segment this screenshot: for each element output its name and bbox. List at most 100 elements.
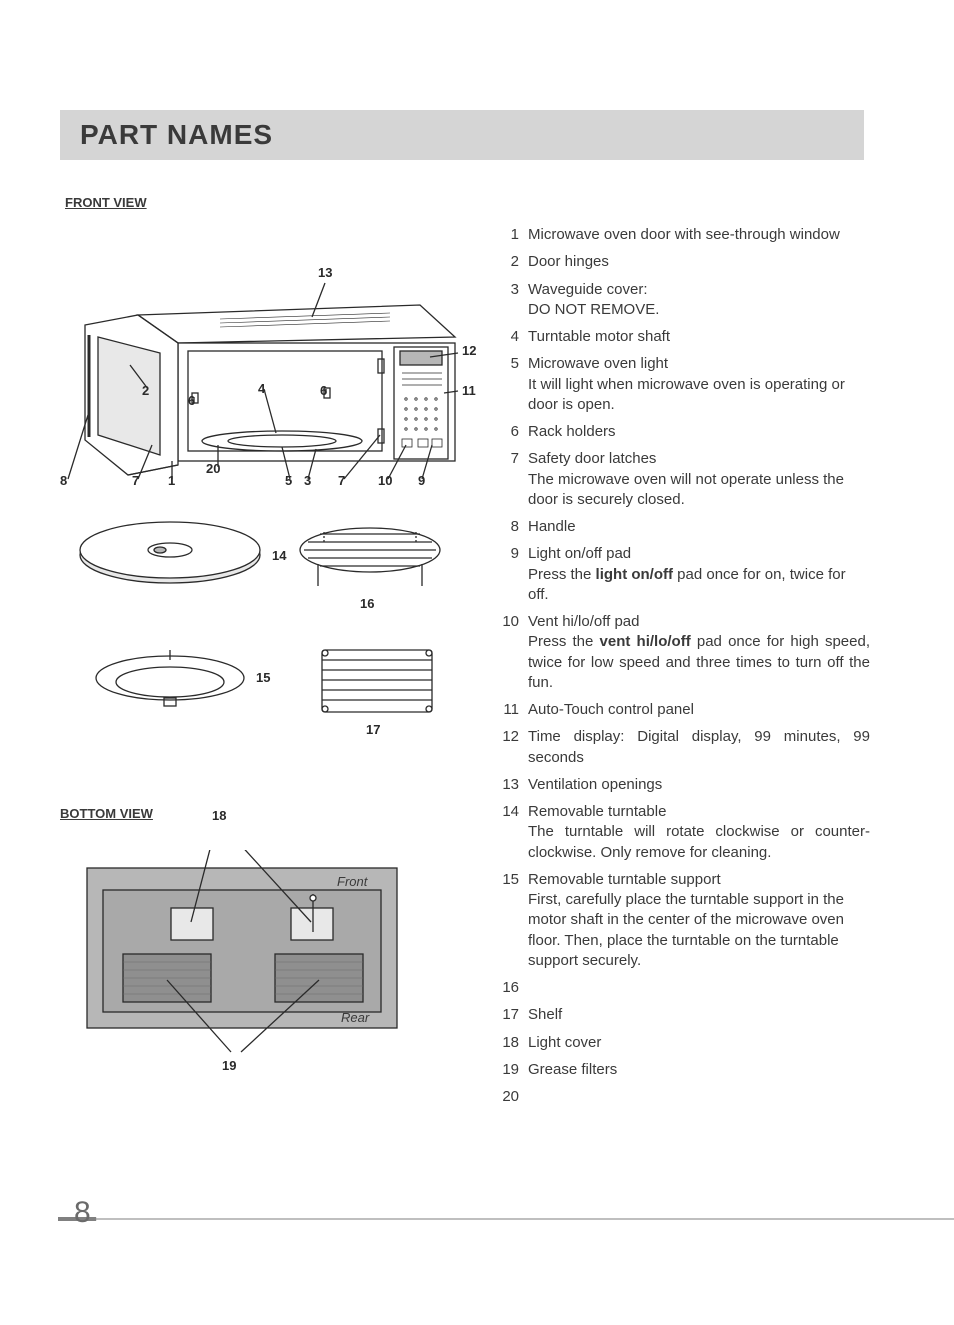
part-title: Door hinges	[528, 253, 609, 270]
part-number: 7	[500, 449, 528, 510]
part-row: 8Handle	[500, 517, 870, 537]
part-title: Microwave oven door with see-through win…	[528, 226, 840, 243]
part-title: Microwave oven light	[528, 355, 668, 372]
part-row: 19Grease filters	[500, 1060, 870, 1080]
callout-10: 10	[378, 473, 392, 488]
part-title: Auto-Touch control panel	[528, 701, 694, 718]
part-title: Light on/off pad	[528, 545, 631, 562]
part-body: Grease filters	[528, 1060, 870, 1080]
callout-15: 15	[256, 670, 270, 685]
part-body	[528, 978, 870, 998]
callout-8: 8	[60, 473, 67, 488]
callout-19: 19	[222, 1058, 236, 1073]
part-body: Light on/off pad Press the light on/off p…	[528, 544, 870, 605]
part-body: Removable turntable support First, carefu…	[528, 870, 870, 971]
callout-13: 13	[318, 265, 332, 280]
callout-16: 16	[360, 596, 374, 611]
part-title: Light cover	[528, 1034, 601, 1051]
part-row: 2Door hinges	[500, 252, 870, 272]
part-number: 11	[500, 700, 528, 720]
part-number: 9	[500, 544, 528, 605]
part-title: Handle	[528, 518, 576, 535]
part-number: 8	[500, 517, 528, 537]
part-subtext: First, carefully place the turntable sup…	[528, 890, 870, 971]
part-row: 1Microwave oven door with see-through wi…	[500, 225, 870, 245]
part-title: Removable turntable	[528, 803, 666, 820]
part-body: Rack holders	[528, 422, 870, 442]
accessories-diagram: 14 16 15 17	[60, 510, 460, 790]
part-title: Waveguide cover:	[528, 281, 648, 298]
part-title: Rack holders	[528, 423, 616, 440]
part-title: Time display: Digital display, 99 minute…	[528, 728, 870, 765]
parts-list: 1Microwave oven door with see-through wi…	[500, 225, 870, 1114]
part-row: 5Microwave oven light It will light when …	[500, 354, 870, 415]
part-row: 11Auto-Touch control panel	[500, 700, 870, 720]
callout-9: 9	[418, 473, 425, 488]
part-row: 13Ventilation openings	[500, 775, 870, 795]
part-number: 4	[500, 327, 528, 347]
part-title: Ventilation openings	[528, 776, 662, 793]
callout-5: 5	[285, 473, 292, 488]
part-row: 15Removable turntable support First, care…	[500, 870, 870, 971]
part-number: 2	[500, 252, 528, 272]
callout-17: 17	[366, 722, 380, 737]
footer-rule	[58, 1217, 954, 1221]
part-number: 14	[500, 802, 528, 863]
part-title: Grease filters	[528, 1061, 617, 1078]
part-title: Vent hi/lo/off pad	[528, 613, 639, 630]
part-number: 5	[500, 354, 528, 415]
part-number: 6	[500, 422, 528, 442]
part-number: 20	[500, 1087, 528, 1107]
part-number: 1	[500, 225, 528, 245]
part-body: Auto-Touch control panel	[528, 700, 870, 720]
part-number: 13	[500, 775, 528, 795]
label-front: Front	[337, 874, 367, 889]
front-view-label: FRONT VIEW	[65, 195, 147, 210]
part-body: Removable turntable The turntable will ro…	[528, 802, 870, 863]
part-number: 16	[500, 978, 528, 998]
part-body: Door hinges	[528, 252, 870, 272]
callout-14: 14	[272, 548, 286, 563]
part-row: 4Turntable motor shaft	[500, 327, 870, 347]
part-title: Removable turntable support	[528, 871, 721, 888]
part-row: 3Waveguide cover: DO NOT REMOVE.	[500, 280, 870, 321]
bottom-view-label: BOTTOM VIEW	[60, 806, 153, 821]
part-body: Vent hi/lo/off padPress the vent hi/lo/o…	[528, 612, 870, 693]
part-body: Shelf	[528, 1005, 870, 1025]
part-number: 15	[500, 870, 528, 971]
part-row: 20	[500, 1087, 870, 1107]
callout-20: 20	[206, 461, 220, 476]
part-body	[528, 1087, 870, 1107]
part-subtext: Press the light on/off pad once for on, …	[528, 565, 870, 606]
part-number: 10	[500, 612, 528, 693]
callout-2: 2	[142, 383, 149, 398]
part-subtext: It will light when microwave oven is ope…	[528, 375, 870, 416]
part-row: 10Vent hi/lo/off padPress the vent hi/lo…	[500, 612, 870, 693]
callout-6a: 6	[320, 383, 327, 398]
bottom-view-diagram: Front Rear	[85, 850, 400, 1060]
part-body: Time display: Digital display, 99 minute…	[528, 727, 870, 768]
callout-11: 11	[462, 383, 476, 398]
callout-18: 18	[212, 808, 226, 823]
page-number: 8	[74, 1196, 91, 1230]
part-row: 18Light cover	[500, 1033, 870, 1053]
callout-1: 1	[168, 473, 175, 488]
part-title: Safety door latches	[528, 450, 656, 467]
part-subtext: The turntable will rotate clockwise or c…	[528, 822, 870, 863]
callout-3: 3	[304, 473, 311, 488]
part-body: Turntable motor shaft	[528, 327, 870, 347]
callout-4: 4	[258, 381, 265, 396]
callout-12: 12	[462, 343, 476, 358]
part-body: Microwave oven light It will light when m…	[528, 354, 870, 415]
part-number: 17	[500, 1005, 528, 1025]
part-title: Shelf	[528, 1006, 562, 1023]
part-number: 3	[500, 280, 528, 321]
part-row: 17Shelf	[500, 1005, 870, 1025]
part-subtext: DO NOT REMOVE.	[528, 300, 870, 320]
part-body: Handle	[528, 517, 870, 537]
part-subtext: The microwave oven will not operate unle…	[528, 470, 870, 511]
callout-6b: 6	[188, 393, 195, 408]
part-row: 16	[500, 978, 870, 998]
part-row: 7Safety door latches The microwave oven w…	[500, 449, 870, 510]
part-row: 14Removable turntable The turntable will …	[500, 802, 870, 863]
